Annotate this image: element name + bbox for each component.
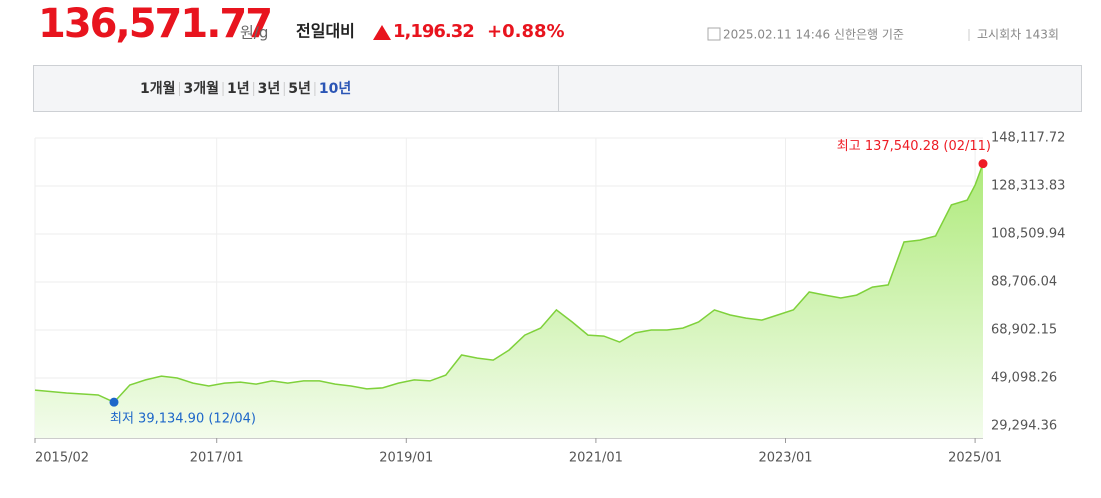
unit: 원/g [240, 24, 268, 42]
y-tick-label: 49,098.26 [991, 371, 1057, 386]
price: 136,571.77 [38, 1, 271, 47]
change: 1,196.32 [393, 21, 474, 42]
timestamp: 2025.02.11 14:46 신한은행 기준 [723, 27, 904, 42]
tab[interactable]: 3개월 [184, 80, 220, 97]
y-tick-label: 68,902.15 [991, 323, 1057, 338]
y-tick-label: 29,294.36 [991, 419, 1057, 434]
change-pct: +0.88% [487, 21, 565, 42]
x-tick-label: 2023/01 [758, 451, 812, 466]
x-tick-label: 2015/02 [35, 451, 89, 466]
x-tick-label: 2025/01 [948, 451, 1002, 466]
low-marker [109, 397, 119, 407]
y-tick-label: 108,509.94 [991, 227, 1065, 242]
tab[interactable]: 10년 [319, 81, 351, 97]
x-tick-label: 2019/01 [379, 451, 433, 466]
tabs: 1개월 3개월 1년 3년 5년 10년 [140, 80, 351, 97]
tab[interactable]: 1개월 [140, 80, 176, 97]
y-tick-label: 128,313.83 [991, 179, 1065, 194]
time-icon [707, 27, 721, 41]
high-label: 최고 137,540.28 (02/11) [837, 139, 991, 154]
area [35, 163, 983, 438]
x-tick-label: 2021/01 [569, 451, 623, 466]
high-marker [978, 159, 988, 169]
round: 고시회차 143회 [977, 28, 1059, 42]
tab-bar [33, 65, 1082, 112]
low-label: 최저 39,134.90 (12/04) [110, 412, 256, 427]
tab[interactable]: 1년 [227, 81, 250, 97]
up-icon [373, 25, 391, 40]
y-tick-label: 88,706.04 [991, 275, 1057, 290]
y-tick-label: 148,117.72 [991, 131, 1065, 146]
x-tick-label: 2017/01 [190, 451, 244, 466]
tab[interactable]: 3년 [258, 81, 281, 97]
tab[interactable]: 5년 [288, 81, 311, 97]
line [34, 163, 984, 404]
chart: 148,117.72 128,313.83 108,509.94 88,706.04 6… [34, 131, 1065, 466]
compare-label: 전일대비 [296, 22, 355, 41]
